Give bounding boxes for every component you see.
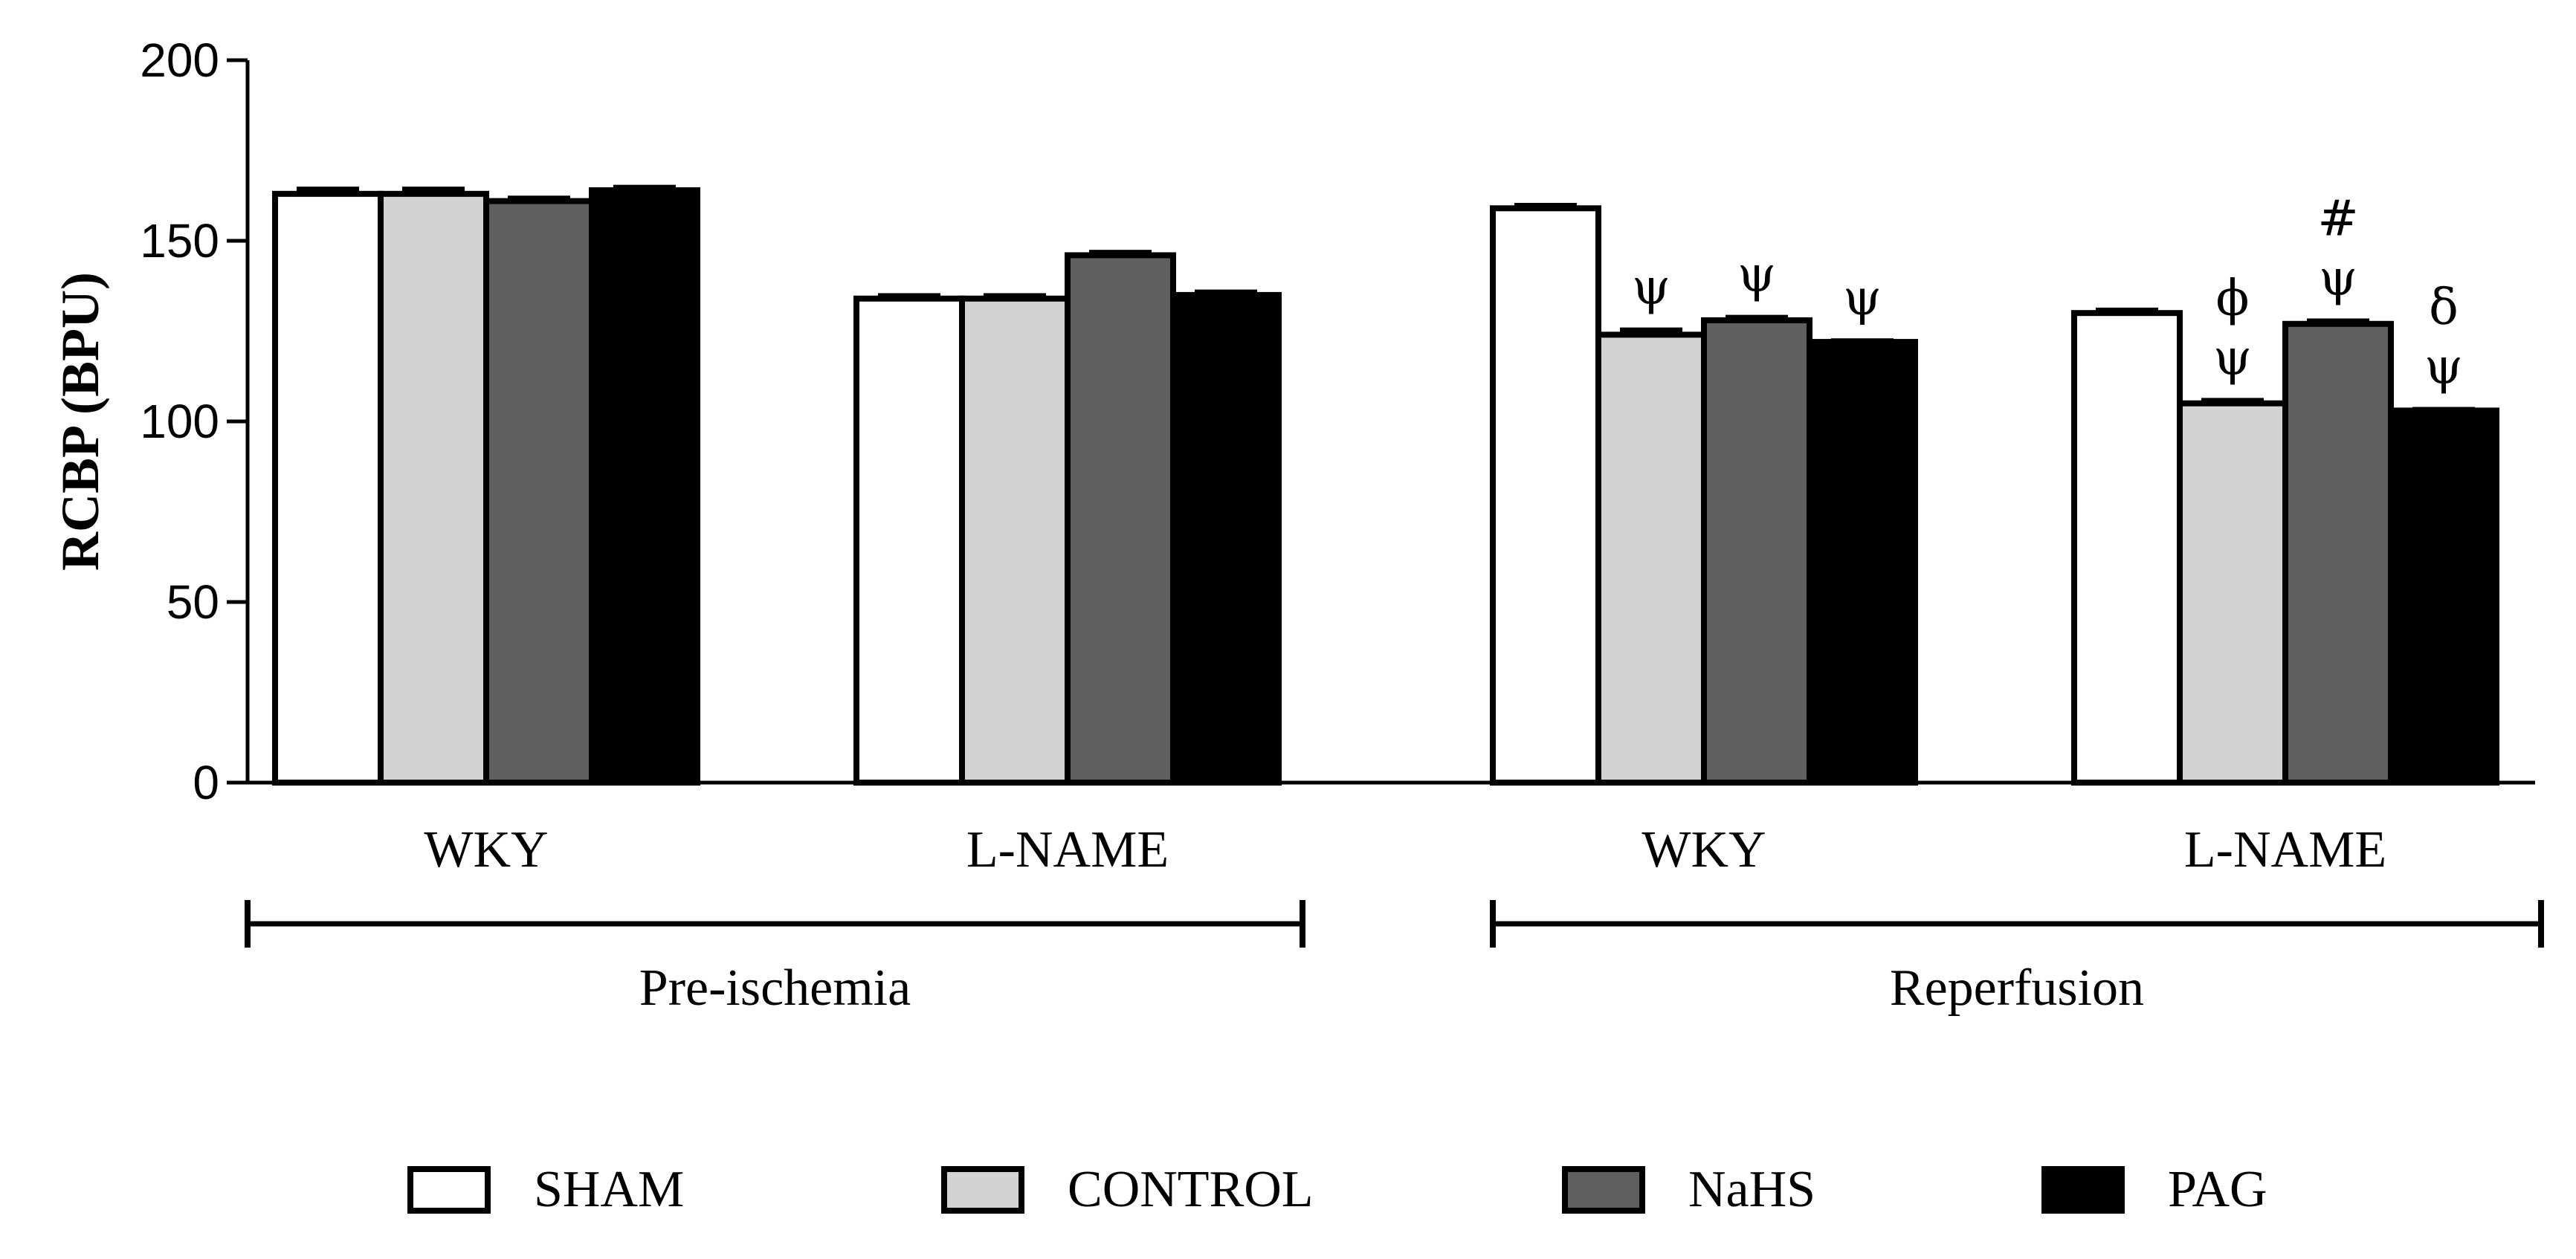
y-tick-label: 100: [140, 395, 219, 448]
y-tick-label: 200: [140, 33, 219, 87]
y-tick-label: 50: [167, 575, 219, 629]
error-cap: [1195, 289, 1257, 297]
phase-brackets: Pre-ischemia Reperfusion: [245, 900, 2544, 1017]
significance-marker: ψ: [2213, 328, 2252, 386]
error-cap: [2307, 318, 2369, 326]
legend-label: SHAM: [534, 1161, 684, 1218]
significance-marker: ψ: [2424, 338, 2463, 395]
category-labels: WKY L-NAME WKY L-NAME: [424, 821, 2386, 878]
error-cap: [508, 195, 570, 204]
bar: [2388, 407, 2499, 786]
y-axis: 0 50 100 150 200: [140, 33, 250, 809]
significance-marker: #: [2317, 190, 2358, 247]
error-cap: [1831, 338, 1894, 346]
significance-annotations: ψ ψ ψ ϕψ#ψδψ: [1632, 190, 2463, 395]
bar: [378, 190, 489, 786]
significance-marker: ψ: [1843, 269, 1882, 326]
bar: [853, 295, 965, 786]
category-label: WKY: [1642, 821, 1766, 878]
legend-swatch: [407, 1166, 491, 1214]
error-cap: [402, 187, 465, 195]
legend-label: PAG: [2168, 1161, 2267, 1218]
error-cap: [2412, 407, 2475, 415]
bar: [1701, 317, 1812, 786]
error-cap: [2096, 307, 2158, 315]
significance-marker: ψ: [2319, 249, 2357, 306]
y-axis-title: RCBP (BPU): [51, 272, 110, 571]
bar: [483, 198, 595, 786]
bar: [959, 295, 1071, 786]
phase-label: Reperfusion: [1890, 959, 2144, 1017]
error-cap: [613, 184, 676, 192]
legend-swatch: [2041, 1166, 2125, 1214]
error-cap: [1620, 327, 1682, 337]
error-cap: [1514, 202, 1577, 210]
phase-label: Pre-ischemia: [639, 959, 911, 1017]
y-tick-label: 0: [193, 756, 219, 809]
bar: [1170, 291, 1282, 786]
error-cap: [2201, 398, 2264, 406]
bar: [1490, 205, 1601, 786]
error-cap: [297, 187, 359, 195]
category-label: L-NAME: [2184, 821, 2386, 878]
error-cap: [1726, 314, 1788, 323]
bar: [2071, 310, 2183, 786]
bar: [272, 190, 384, 786]
legend-label: NaHS: [1688, 1161, 1815, 1218]
category-label: WKY: [424, 821, 548, 878]
bar: [589, 187, 700, 786]
legend-swatch: [941, 1166, 1024, 1214]
bar: [1807, 339, 1918, 786]
error-cap: [878, 293, 940, 301]
legend-swatch: [1562, 1166, 1645, 1214]
bar: [1595, 331, 1707, 786]
significance-marker: ψ: [1737, 246, 1776, 303]
bar: [2177, 400, 2288, 786]
significance-marker: δ: [2429, 279, 2459, 336]
error-cap: [984, 293, 1046, 301]
significance-marker: ϕ: [2216, 269, 2250, 326]
bar: [1065, 252, 1176, 786]
bar: [2282, 320, 2394, 786]
bars-group: [272, 184, 2499, 786]
error-cap: [1089, 250, 1152, 258]
legend: SHAM CONTROL NaHS PAG: [407, 1161, 2267, 1218]
category-label: L-NAME: [966, 821, 1169, 878]
legend-label: CONTROL: [1068, 1161, 1314, 1218]
significance-marker: ψ: [1632, 259, 1670, 316]
y-tick-label: 150: [140, 214, 219, 268]
